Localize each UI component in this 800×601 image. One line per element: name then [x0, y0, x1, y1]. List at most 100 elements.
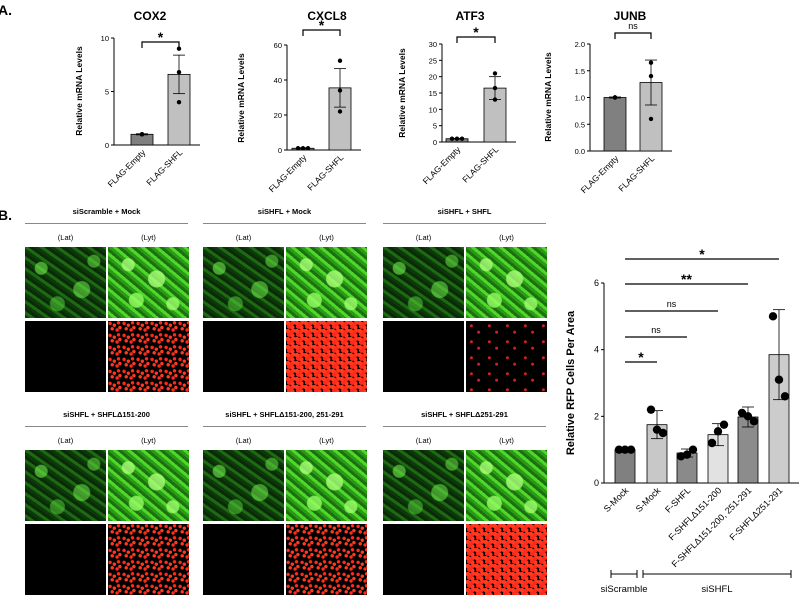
data-point [780, 392, 790, 401]
y-axis-label: Relative RFP Cells Per Area [565, 310, 577, 455]
microscopy-column-label: (Lyt) [319, 436, 334, 445]
y-tick-label: 0 [433, 138, 437, 147]
gfp-image [25, 247, 106, 318]
group-label: siScramble [601, 584, 648, 595]
rfp-image [286, 321, 367, 392]
microscopy-group-title: siScramble + Mock [72, 207, 141, 216]
rfp-image [108, 321, 189, 392]
chart-title: COX2 [134, 9, 167, 23]
data-point [774, 375, 784, 384]
x-tick-label: S-Mock [634, 485, 663, 514]
chart-title: ATF3 [455, 9, 484, 23]
microscopy-group-rule [383, 426, 546, 427]
x-tick-label: FLAG-Empty [267, 152, 309, 194]
microscopy-group-rule [25, 223, 188, 224]
microscopy-column-label: (Lyt) [319, 233, 334, 242]
data-point [337, 58, 343, 63]
data-point [688, 445, 698, 454]
panel-label-a: A. [0, 2, 12, 18]
gfp-image [383, 450, 464, 521]
y-axis-label: Relative mRNA Levels [236, 53, 246, 143]
x-tick-label: FLAG-SHFL [144, 147, 184, 187]
data-point [176, 70, 182, 75]
y-tick-label: 0 [105, 141, 109, 150]
y-tick-label: 60 [274, 41, 282, 50]
gfp-image [383, 247, 464, 318]
data-point [295, 146, 301, 151]
data-point [337, 88, 343, 93]
gfp-image [108, 450, 189, 521]
data-point [492, 97, 498, 102]
data-point [300, 146, 306, 151]
microscopy-column-label: (Lat) [235, 436, 252, 445]
microscopy-column-label: (Lat) [235, 233, 252, 242]
microscopy-group-rule [383, 223, 546, 224]
y-tick-label: 0.0 [575, 147, 585, 156]
data-point [648, 73, 654, 79]
bar [603, 97, 627, 152]
microscopy-column-label: (Lat) [415, 436, 432, 445]
significance-bracket [456, 36, 496, 43]
y-tick-label: 20 [429, 73, 437, 82]
rfp-image [286, 524, 367, 595]
x-tick-label: S-Mock [602, 485, 631, 514]
gfp-image [25, 450, 106, 521]
data-point [658, 428, 668, 438]
data-point [719, 420, 729, 429]
y-tick-label: 20 [274, 111, 282, 120]
y-tick-label: 0.5 [575, 120, 585, 129]
x-tick-label: F-SHFL [663, 485, 692, 514]
microscopy-column-label: (Lyt) [141, 436, 156, 445]
chart-title: CXCL8 [307, 9, 347, 23]
x-tick-label: FLAG-Empty [421, 144, 463, 186]
y-tick-label: 25 [429, 56, 437, 65]
data-point [337, 109, 343, 114]
data-point [682, 450, 692, 459]
y-tick-label: 0 [594, 478, 599, 488]
rfp-image [108, 524, 189, 595]
data-point [648, 60, 654, 65]
x-tick-label: FLAG-SHFL [460, 144, 500, 184]
y-tick-label: 5 [105, 88, 109, 97]
significance-bracket [614, 32, 652, 39]
x-tick-label: FLAG-SHFL [305, 152, 345, 192]
y-tick-label: 15 [429, 89, 437, 98]
y-axis-label: Relative mRNA Levels [397, 48, 407, 138]
data-point [612, 95, 618, 100]
data-point [305, 146, 311, 151]
significance-bracket [141, 41, 180, 48]
rfp-image-empty [25, 524, 106, 595]
gfp-image [466, 450, 547, 521]
significance-label: ns [628, 21, 638, 31]
microscopy-group-title: siSHFL + Mock [257, 207, 312, 216]
y-tick-label: 6 [594, 278, 599, 288]
y-tick-label: 10 [429, 105, 437, 114]
rfp-image [466, 524, 547, 595]
significance-label: ** [681, 271, 692, 287]
y-axis-label: Relative mRNA Levels [543, 52, 553, 142]
microscopy-group-title: siSHFL + SHFLΔ151-200, 251-291 [225, 410, 344, 419]
y-tick-label: 30 [429, 40, 437, 49]
data-point [176, 46, 182, 51]
y-tick-label: 1.5 [575, 67, 585, 76]
y-tick-label: 2 [594, 411, 599, 421]
significance-label: ns [651, 325, 661, 335]
data-point [743, 412, 753, 421]
data-point [713, 427, 723, 436]
microscopy-column-label: (Lat) [415, 233, 432, 242]
data-point [620, 445, 630, 454]
data-point [768, 312, 778, 321]
microscopy-group-rule [203, 223, 366, 224]
y-tick-label: 4 [594, 345, 599, 355]
x-tick-label: FLAG-SHFL [616, 153, 656, 193]
y-tick-label: 0 [278, 146, 282, 155]
y-tick-label: 1.0 [575, 94, 585, 103]
gfp-image [286, 247, 367, 318]
significance-label: * [638, 349, 644, 365]
data-point [707, 438, 717, 448]
microscopy-column-label: (Lat) [57, 436, 74, 445]
rfp-image-empty [203, 524, 284, 595]
group-label: siSHFL [701, 584, 732, 595]
significance-label: * [158, 29, 164, 45]
